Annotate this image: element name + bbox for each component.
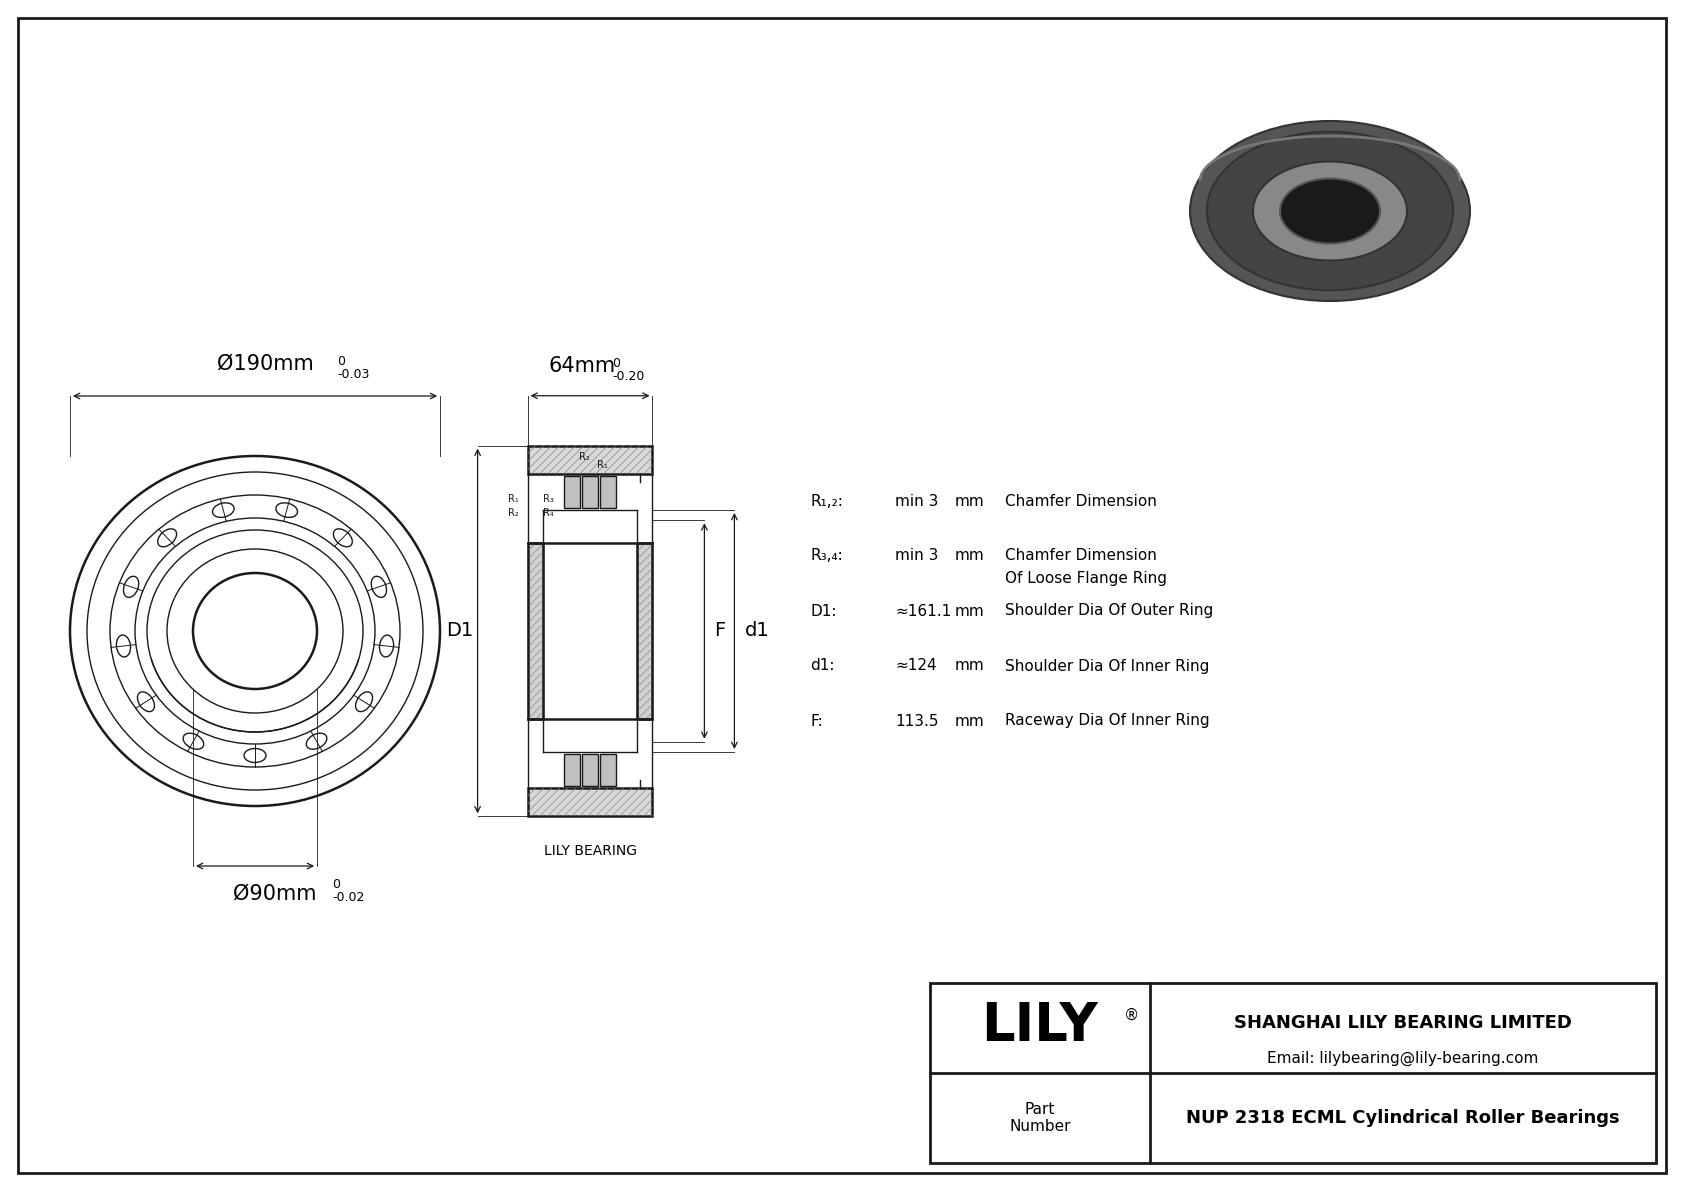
Bar: [600, 476, 616, 509]
Ellipse shape: [1282, 180, 1379, 243]
Text: Chamfer Dimension: Chamfer Dimension: [1005, 493, 1157, 509]
Text: Shoulder Dia Of Inner Ring: Shoulder Dia Of Inner Ring: [1005, 659, 1209, 673]
Ellipse shape: [1191, 121, 1470, 301]
Bar: [564, 476, 579, 509]
Ellipse shape: [1207, 132, 1453, 291]
Text: mm: mm: [955, 493, 985, 509]
Text: D1: D1: [446, 622, 473, 641]
Text: Part
Number: Part Number: [1009, 1102, 1071, 1134]
Text: min 3: min 3: [894, 493, 938, 509]
Text: -0.03: -0.03: [337, 368, 369, 381]
Bar: [527, 445, 652, 474]
Text: -0.20: -0.20: [611, 369, 645, 382]
Text: F: F: [714, 622, 726, 641]
Text: 0: 0: [611, 357, 620, 369]
Text: R₁: R₁: [509, 494, 519, 504]
Bar: [930, 983, 1655, 1162]
Text: LILY BEARING: LILY BEARING: [544, 844, 637, 859]
Text: NUP 2318 ECML Cylindrical Roller Bearings: NUP 2318 ECML Cylindrical Roller Bearing…: [1186, 1109, 1620, 1127]
Bar: [564, 754, 579, 786]
Text: mm: mm: [955, 549, 985, 563]
Ellipse shape: [1280, 179, 1379, 243]
Bar: [583, 476, 598, 509]
Text: mm: mm: [955, 713, 985, 729]
Text: Email: lilybearing@lily-bearing.com: Email: lilybearing@lily-bearing.com: [1268, 1050, 1539, 1066]
Text: Chamfer Dimension: Chamfer Dimension: [1005, 549, 1157, 563]
Text: R₃,₄:: R₃,₄:: [810, 549, 842, 563]
Text: d1:: d1:: [810, 659, 835, 673]
Text: ≈161.1: ≈161.1: [894, 604, 951, 618]
Bar: [527, 543, 542, 718]
Text: Ø90mm: Ø90mm: [234, 884, 317, 904]
Text: F:: F:: [810, 713, 823, 729]
Text: R₂: R₂: [579, 451, 589, 462]
Bar: [638, 543, 652, 718]
Text: Shoulder Dia Of Outer Ring: Shoulder Dia Of Outer Ring: [1005, 604, 1212, 618]
Text: -0.02: -0.02: [332, 891, 364, 904]
Text: 64mm: 64mm: [549, 356, 616, 375]
Text: R₁,₂:: R₁,₂:: [810, 493, 844, 509]
Text: 0: 0: [337, 355, 345, 368]
Text: d1: d1: [744, 622, 770, 641]
Bar: [527, 788, 652, 816]
Text: R₁: R₁: [596, 460, 608, 469]
Text: ®: ®: [1123, 1008, 1138, 1023]
Text: R₂: R₂: [509, 509, 519, 518]
Text: ≈124: ≈124: [894, 659, 936, 673]
Bar: [583, 754, 598, 786]
Text: R₄: R₄: [544, 509, 554, 518]
Text: mm: mm: [955, 659, 985, 673]
Text: 0: 0: [332, 878, 340, 891]
Text: Of Loose Flange Ring: Of Loose Flange Ring: [1005, 570, 1167, 586]
Text: Raceway Dia Of Inner Ring: Raceway Dia Of Inner Ring: [1005, 713, 1209, 729]
Text: 113.5: 113.5: [894, 713, 938, 729]
Text: mm: mm: [955, 604, 985, 618]
Text: R₃: R₃: [544, 494, 554, 504]
Ellipse shape: [1253, 162, 1408, 261]
Bar: [600, 754, 616, 786]
Text: LILY: LILY: [982, 1000, 1098, 1052]
Text: SHANGHAI LILY BEARING LIMITED: SHANGHAI LILY BEARING LIMITED: [1234, 1014, 1571, 1031]
Text: Ø190mm: Ø190mm: [217, 354, 313, 374]
Text: D1:: D1:: [810, 604, 837, 618]
Text: min 3: min 3: [894, 549, 938, 563]
